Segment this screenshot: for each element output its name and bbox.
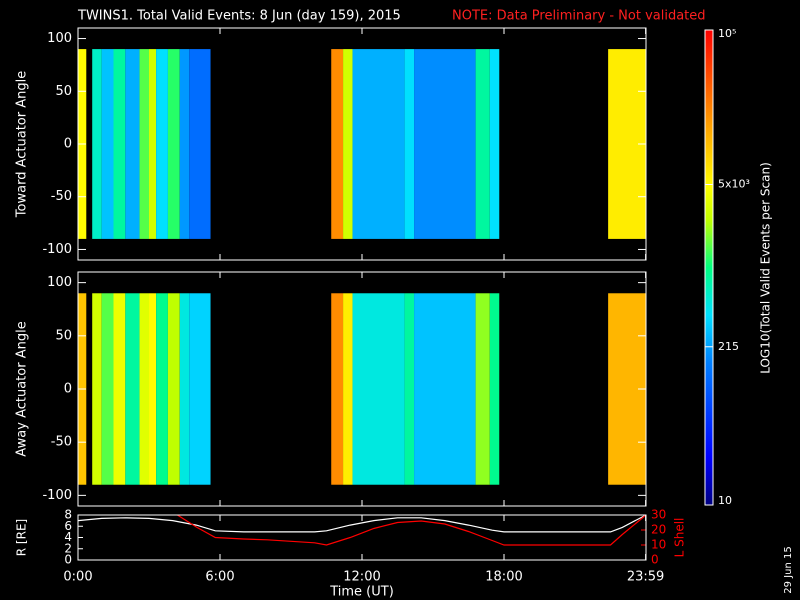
y2-tick-label: 20 <box>651 523 666 537</box>
y-tick-label: -50 <box>51 189 72 204</box>
heat-cell <box>189 293 211 485</box>
heat-cell <box>414 49 476 239</box>
heat-cell <box>343 293 353 485</box>
heat-cell <box>489 293 500 485</box>
heat-cell <box>113 49 126 239</box>
heat-cell <box>149 49 157 239</box>
note: NOTE: Data Preliminary - Not validated <box>452 9 706 24</box>
y-tick-label: -50 <box>51 435 72 450</box>
heat-cell <box>101 49 114 239</box>
heat-cell <box>404 293 415 485</box>
chart-title: TWINS1. Total Valid Events: 8 Jun (day 1… <box>77 9 401 24</box>
y-tick-label: 50 <box>55 84 72 99</box>
heat-cell <box>156 49 168 239</box>
line-series <box>77 514 647 533</box>
y-tick-label: -100 <box>42 242 72 257</box>
y-tick-label: 100 <box>47 31 72 46</box>
heat-cell <box>139 49 149 239</box>
line-series <box>177 514 647 546</box>
y2-tick-label: 0 <box>651 553 659 567</box>
y-tick-label: 6 <box>64 519 72 533</box>
heat-cell <box>352 293 405 485</box>
y-tick-label: 8 <box>64 508 72 522</box>
y-tick-label: 2 <box>64 541 72 555</box>
y-axis-label: R [RE] <box>15 519 29 556</box>
heat-cell <box>125 293 140 485</box>
y-tick-label: 100 <box>47 275 72 290</box>
x-axis-label: Time (UT) <box>329 585 394 600</box>
heat-cell <box>404 49 415 239</box>
heat-cell <box>139 293 149 485</box>
x-tick-label: 18:00 <box>485 570 522 585</box>
heat-cell <box>331 293 344 485</box>
colorbar-label: LOG10(Total Valid Events per Scan) <box>759 162 773 374</box>
heat-cell <box>331 49 344 239</box>
heat-cell <box>92 293 102 485</box>
y-tick-label: 50 <box>55 328 72 343</box>
panel-frame <box>77 514 647 561</box>
colorbar-tick-label: 10 <box>718 494 732 507</box>
y-tick-label: 0 <box>64 382 72 397</box>
heat-cell <box>167 293 180 485</box>
colorbar-tick-label: 215 <box>718 340 739 353</box>
heat-cell <box>156 293 168 485</box>
x-tick-label: 0:00 <box>63 570 92 585</box>
heat-cell <box>475 49 490 239</box>
heat-cell <box>149 293 157 485</box>
heat-cell <box>167 49 180 239</box>
x-tick-label: 6:00 <box>205 570 234 585</box>
y-tick-label: 0 <box>64 553 72 567</box>
heat-cell <box>179 293 190 485</box>
x-tick-label: 23:59 <box>627 570 664 585</box>
y-axis-label: Away Actuator Angle <box>15 321 30 456</box>
heat-cell <box>489 49 500 239</box>
y2-tick-label: 10 <box>651 538 666 552</box>
heat-cell <box>352 49 405 239</box>
heat-cell <box>414 293 476 485</box>
y2-tick-label: 30 <box>651 508 666 522</box>
colorbar-tick-label: 10⁵ <box>718 27 736 40</box>
heat-cell <box>343 49 353 239</box>
y-axis-label: Toward Actuator Angle <box>15 71 30 218</box>
heat-cell <box>92 49 102 239</box>
heat-cell <box>125 49 140 239</box>
colorbar <box>704 29 714 506</box>
date-stamp: 29 Jun 15 <box>783 546 794 593</box>
y-tick-label: -100 <box>42 488 72 503</box>
heat-cell <box>475 293 490 485</box>
heat-cell <box>113 293 126 485</box>
x-tick-label: 12:00 <box>343 570 380 585</box>
y-tick-label: 4 <box>64 530 72 544</box>
heat-cell <box>179 49 190 239</box>
colorbar-tick-label: 5x10³ <box>718 177 750 190</box>
y-tick-label: 0 <box>64 137 72 152</box>
heat-cell <box>101 293 114 485</box>
y2-axis-label: L Shell <box>673 518 687 558</box>
heat-cell <box>189 49 211 239</box>
